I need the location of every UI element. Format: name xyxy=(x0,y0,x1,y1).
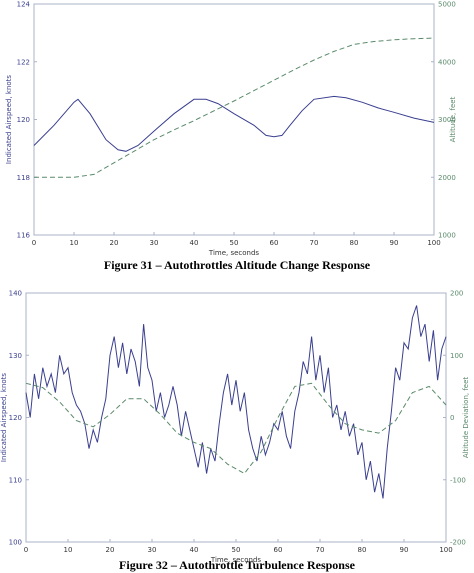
chart1-x-tick-label: 50 xyxy=(230,239,239,247)
chart2-x-tick-label: 80 xyxy=(358,546,367,554)
chart1-y-right-tick-label: 1000 xyxy=(438,232,456,240)
chart2-y-left-tick-label: 140 xyxy=(9,290,22,298)
chart2-x-tick-label: 30 xyxy=(148,546,157,554)
chart1-y-right-tick-label: 2000 xyxy=(438,174,456,182)
chart1-y-right-tick-label: 5000 xyxy=(438,1,456,9)
chart1-x-tick-label: 10 xyxy=(70,239,79,247)
chart1-x-tick-label: 30 xyxy=(150,239,159,247)
chart1-y-right-tick-label: 4000 xyxy=(438,58,456,66)
chart1-y-right-tick-label: 3000 xyxy=(438,116,456,124)
chart2-y-right-tick-label: 0 xyxy=(450,414,454,422)
chart2-x-tick-label: 60 xyxy=(274,546,283,554)
chart1-x-tick-label: 20 xyxy=(110,239,119,247)
chart1-y-left-tick-label: 116 xyxy=(17,232,31,240)
chart2-y-right-tick-label: -100 xyxy=(450,476,466,484)
chart2-airspeed-line xyxy=(25,305,447,499)
chart1-x-tick-label: 60 xyxy=(270,239,279,247)
chart2-y-right-axis-label: Altitude Deviation, feet xyxy=(462,377,470,459)
chart2-x-tick-label: 90 xyxy=(400,546,409,554)
chart2-plot-frame xyxy=(25,292,447,543)
chart1-altitude-line xyxy=(34,37,435,178)
chart2-y-left-axis-label: Indicated Airspeed, knots xyxy=(0,373,8,462)
chart2-x-tick-label: 100 xyxy=(439,546,452,554)
chart2-y-left-tick-label: 120 xyxy=(9,414,22,422)
chart2-x-tick-label: 50 xyxy=(232,546,241,554)
chart2-x-tick-label: 0 xyxy=(24,546,28,554)
chart1-y-left-tick-label: 120 xyxy=(17,116,30,124)
chart1-y-right-axis-label: Altitude, feet xyxy=(449,96,457,142)
caption-figure-32: Figure 32 – Autothrottle Turbulence Resp… xyxy=(119,558,355,572)
chart1-y-left-tick-label: 124 xyxy=(17,1,31,9)
chart2-x-tick-label: 20 xyxy=(106,546,115,554)
chart2-x-tick-label: 10 xyxy=(64,546,73,554)
chart2-x-tick-label: 70 xyxy=(316,546,325,554)
chart2-x-axis-label: Time, seconds xyxy=(210,556,262,564)
chart2-altitude-line xyxy=(25,382,447,475)
chart-altitude-change: 0 10 20 30 40 50 60 70 80 90 100 116 118 120 122 124 100… xyxy=(5,1,457,258)
chart1-y-left-tick-label: 118 xyxy=(17,174,30,182)
chart2-y-right-tick-label: 200 xyxy=(450,290,463,298)
chart1-x-axis-label: Time, seconds xyxy=(208,249,260,257)
caption-figure-31: Figure 31 – Autothrottles Altitude Chang… xyxy=(103,258,371,272)
chart1-x-tick-label: 80 xyxy=(350,239,359,247)
chart2-y-right-tick-label: 100 xyxy=(450,352,463,360)
chart1-x-tick-label: 0 xyxy=(32,239,36,247)
chart2-x-tick-label: 40 xyxy=(190,546,199,554)
chart1-airspeed-line xyxy=(33,95,435,152)
chart1-x-tick-label: 70 xyxy=(310,239,319,247)
chart1-y-left-tick-label: 122 xyxy=(17,58,30,66)
chart1-x-tick-label: 100 xyxy=(427,239,440,247)
chart2-y-left-tick-label: 130 xyxy=(9,352,22,360)
chart-turbulence-response: 0 10 20 30 40 50 60 70 80 90 100 100 110 120 130 140 -20… xyxy=(0,290,470,565)
chart2-y-left-tick-label: 110 xyxy=(9,476,22,484)
chart1-y-left-axis-label: Indicated Airspeed, knots xyxy=(5,75,13,164)
chart2-y-left-tick-label: 100 xyxy=(9,539,22,547)
chart1-x-tick-label: 40 xyxy=(190,239,199,247)
chart1-x-tick-label: 90 xyxy=(390,239,399,247)
chart2-y-right-tick-label: -200 xyxy=(450,539,466,547)
